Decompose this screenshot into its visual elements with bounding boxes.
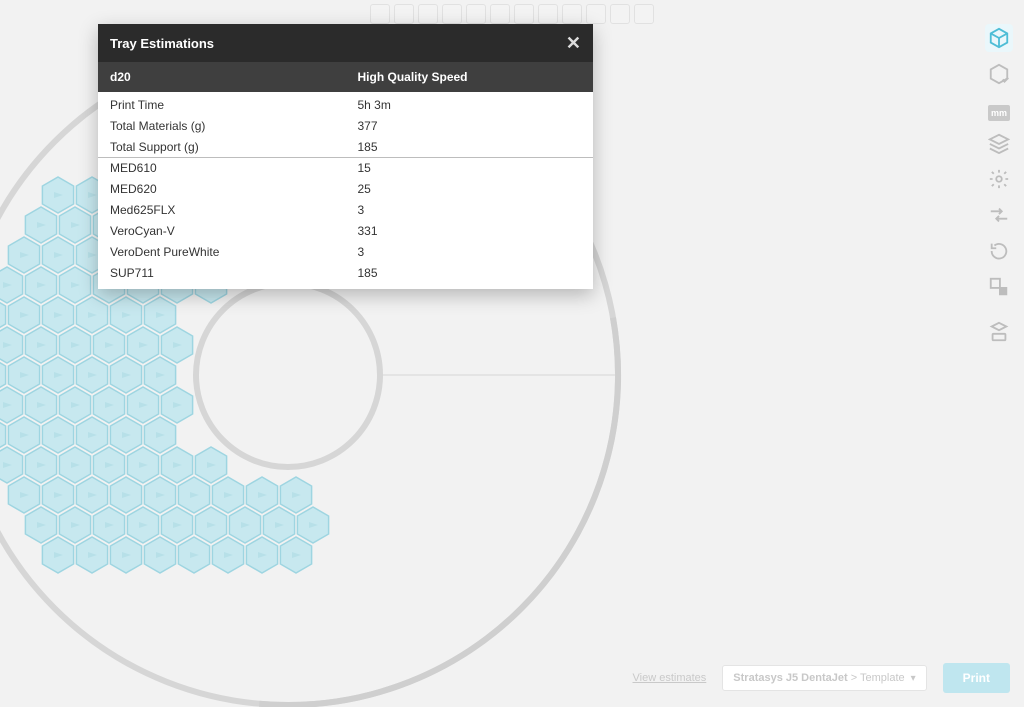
row-label: MED610 bbox=[98, 158, 346, 178]
swap-icon[interactable] bbox=[985, 201, 1013, 229]
bottom-bar: View estimates Stratasys J5 DentaJet > T… bbox=[633, 663, 1010, 693]
print-button[interactable]: Print bbox=[943, 663, 1010, 693]
units-mm-icon[interactable]: mm bbox=[988, 105, 1010, 121]
row-label: Total Materials (g) bbox=[98, 116, 346, 136]
toolbar-button[interactable] bbox=[490, 4, 510, 24]
table-row: VeroDent PureWhite3 bbox=[98, 242, 593, 263]
chevron-down-icon: ▾ bbox=[911, 673, 916, 684]
table-row: Total Materials (g)377 bbox=[98, 116, 593, 137]
toolbar-button[interactable] bbox=[610, 4, 630, 24]
tray-estimations-modal: Tray Estimations ✕ d20 High Quality Spee… bbox=[98, 24, 593, 289]
toolbar-button[interactable] bbox=[586, 4, 606, 24]
modal-title: Tray Estimations bbox=[110, 36, 214, 51]
template-name: Stratasys J5 DentaJet > Template bbox=[733, 672, 904, 684]
table-row: MED61015 bbox=[98, 158, 593, 179]
toolbar-button[interactable] bbox=[562, 4, 582, 24]
table-row: Med625FLX3 bbox=[98, 200, 593, 221]
row-value: 331 bbox=[346, 221, 594, 241]
row-label: SUP711 bbox=[98, 263, 346, 288]
row-value: 185 bbox=[346, 263, 594, 288]
close-icon[interactable]: ✕ bbox=[566, 34, 581, 52]
header-col-mode: High Quality Speed bbox=[346, 62, 594, 92]
top-toolbar bbox=[370, 4, 654, 24]
row-label: VeroDent PureWhite bbox=[98, 242, 346, 262]
resize-icon[interactable] bbox=[985, 273, 1013, 301]
table-row: SUP711185 bbox=[98, 263, 593, 289]
row-label: Med625FLX bbox=[98, 200, 346, 220]
gear-cube-icon[interactable] bbox=[985, 165, 1013, 193]
row-value: 3 bbox=[346, 200, 594, 220]
toolbar-button[interactable] bbox=[442, 4, 462, 24]
toolbar-button[interactable] bbox=[514, 4, 534, 24]
modal-table: Print Time5h 3mTotal Materials (g)377Tot… bbox=[98, 92, 593, 289]
row-value: 25 bbox=[346, 179, 594, 199]
row-label: MED620 bbox=[98, 179, 346, 199]
side-toolbar: mm bbox=[982, 24, 1016, 346]
modal-column-header: d20 High Quality Speed bbox=[98, 62, 593, 92]
toolbar-button[interactable] bbox=[394, 4, 414, 24]
cube-check-icon[interactable] bbox=[985, 60, 1013, 88]
template-select[interactable]: Stratasys J5 DentaJet > Template ▾ bbox=[722, 665, 926, 691]
header-col-name: d20 bbox=[98, 62, 346, 92]
row-label: VeroCyan-V bbox=[98, 221, 346, 241]
row-value: 15 bbox=[346, 158, 594, 178]
view-estimates-link[interactable]: View estimates bbox=[633, 672, 707, 684]
row-value: 377 bbox=[346, 116, 594, 136]
cube-icon[interactable] bbox=[985, 24, 1013, 52]
table-row: Total Support (g)185 bbox=[98, 137, 593, 158]
table-row: Print Time5h 3m bbox=[98, 92, 593, 116]
toolbar-button[interactable] bbox=[466, 4, 486, 24]
row-value: 185 bbox=[346, 137, 594, 157]
toolbar-button[interactable] bbox=[370, 4, 390, 24]
row-value: 3 bbox=[346, 242, 594, 262]
row-label: Total Support (g) bbox=[98, 137, 346, 157]
stack-icon[interactable] bbox=[985, 318, 1013, 346]
layers-icon[interactable] bbox=[985, 129, 1013, 157]
table-row: VeroCyan-V331 bbox=[98, 221, 593, 242]
row-label: Print Time bbox=[98, 92, 346, 115]
rotate-icon[interactable] bbox=[985, 237, 1013, 265]
toolbar-button[interactable] bbox=[538, 4, 558, 24]
toolbar-button[interactable] bbox=[418, 4, 438, 24]
modal-titlebar: Tray Estimations ✕ bbox=[98, 24, 593, 62]
table-row: MED62025 bbox=[98, 179, 593, 200]
row-value: 5h 3m bbox=[346, 92, 594, 115]
toolbar-button[interactable] bbox=[634, 4, 654, 24]
